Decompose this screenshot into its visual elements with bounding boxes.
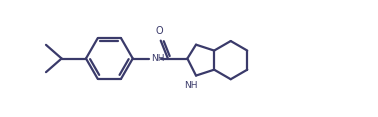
Text: O: O <box>156 26 163 36</box>
Text: NH: NH <box>184 81 198 90</box>
Text: NH: NH <box>151 54 164 63</box>
